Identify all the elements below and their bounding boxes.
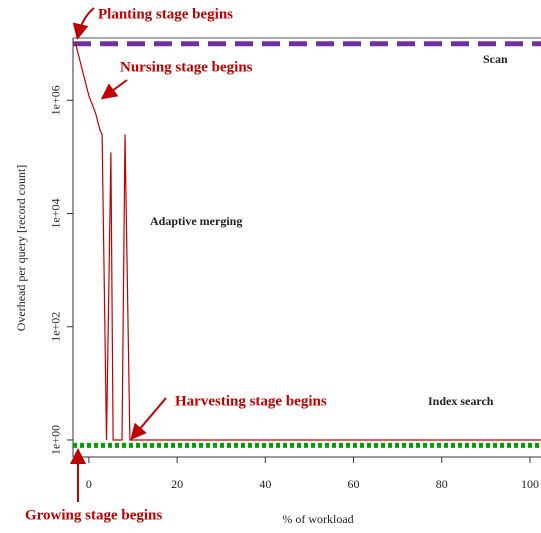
annotation: Harvesting stage begins [175,393,327,409]
arrow [72,7,95,40]
series-label: Adaptive merging [150,214,242,228]
y-axis-label: Overhead per query [record count] [14,165,28,332]
x-tick-label: 20 [171,477,183,491]
arrow [130,397,167,441]
y-tick-label: 1e+06 [49,85,63,115]
arrow [100,79,128,100]
annotation: Planting stage begins [98,6,233,22]
x-tick-label: 80 [436,477,448,491]
series-label: Index search [428,394,494,408]
y-tick-label: 1e+04 [49,198,63,228]
x-tick-label: 40 [259,477,271,491]
x-tick-label: 100 [521,477,539,491]
series-label: Scan [483,52,508,66]
line-series [75,43,541,441]
x-tick-label: 60 [348,477,360,491]
annotation: Growing stage begins [25,507,162,523]
x-tick-label: 0 [86,477,92,491]
y-tick-label: 1e+00 [49,425,63,455]
x-axis-label: % of workload [282,512,353,526]
y-tick-label: 1e+02 [49,312,63,342]
annotation: Nursing stage begins [120,59,253,75]
